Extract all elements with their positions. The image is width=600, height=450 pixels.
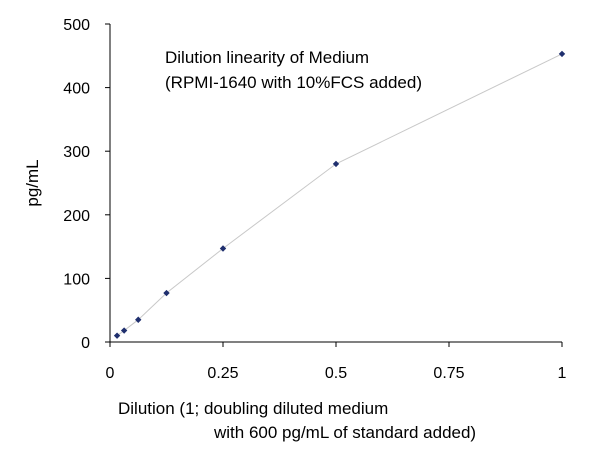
axes <box>109 24 562 343</box>
annotation-line-2: (RPMI-1640 with 10%FCS added) <box>165 73 422 92</box>
data-point <box>135 316 142 323</box>
data-point <box>113 332 121 339</box>
data-point <box>219 245 227 252</box>
y-tick-label: 200 <box>63 208 90 225</box>
data-point <box>558 50 566 58</box>
annotation-line-1: Dilution linearity of Medium <box>165 48 369 67</box>
series-connecting-line <box>116 53 563 337</box>
x-tick-label: 0.25 <box>207 365 238 382</box>
data-point <box>120 327 128 334</box>
y-tick-label: 400 <box>63 81 90 98</box>
y-tick-label: 300 <box>63 144 90 161</box>
x-tick-label: 0.5 <box>325 365 347 382</box>
x-axis-title-line-2: with 600 pg/mL of standard added) <box>213 423 476 442</box>
y-axis-title: pg/mL <box>23 159 42 206</box>
y-ticks: 0 100 200 300 400 500 <box>63 17 110 352</box>
x-tick-label: 0 <box>106 365 115 382</box>
x-tick-label: 0.75 <box>433 365 464 382</box>
y-tick-label: 0 <box>81 335 90 352</box>
data-points <box>113 50 566 339</box>
x-ticks: 0 0.25 0.5 0.75 1 <box>106 342 567 382</box>
x-axis-title-line-1: Dilution (1; doubling diluted medium <box>118 399 388 418</box>
x-tick-label: 1 <box>558 365 567 382</box>
data-point <box>332 160 340 168</box>
data-point <box>163 289 170 297</box>
y-tick-label: 500 <box>63 17 90 34</box>
y-tick-label: 100 <box>63 271 90 288</box>
